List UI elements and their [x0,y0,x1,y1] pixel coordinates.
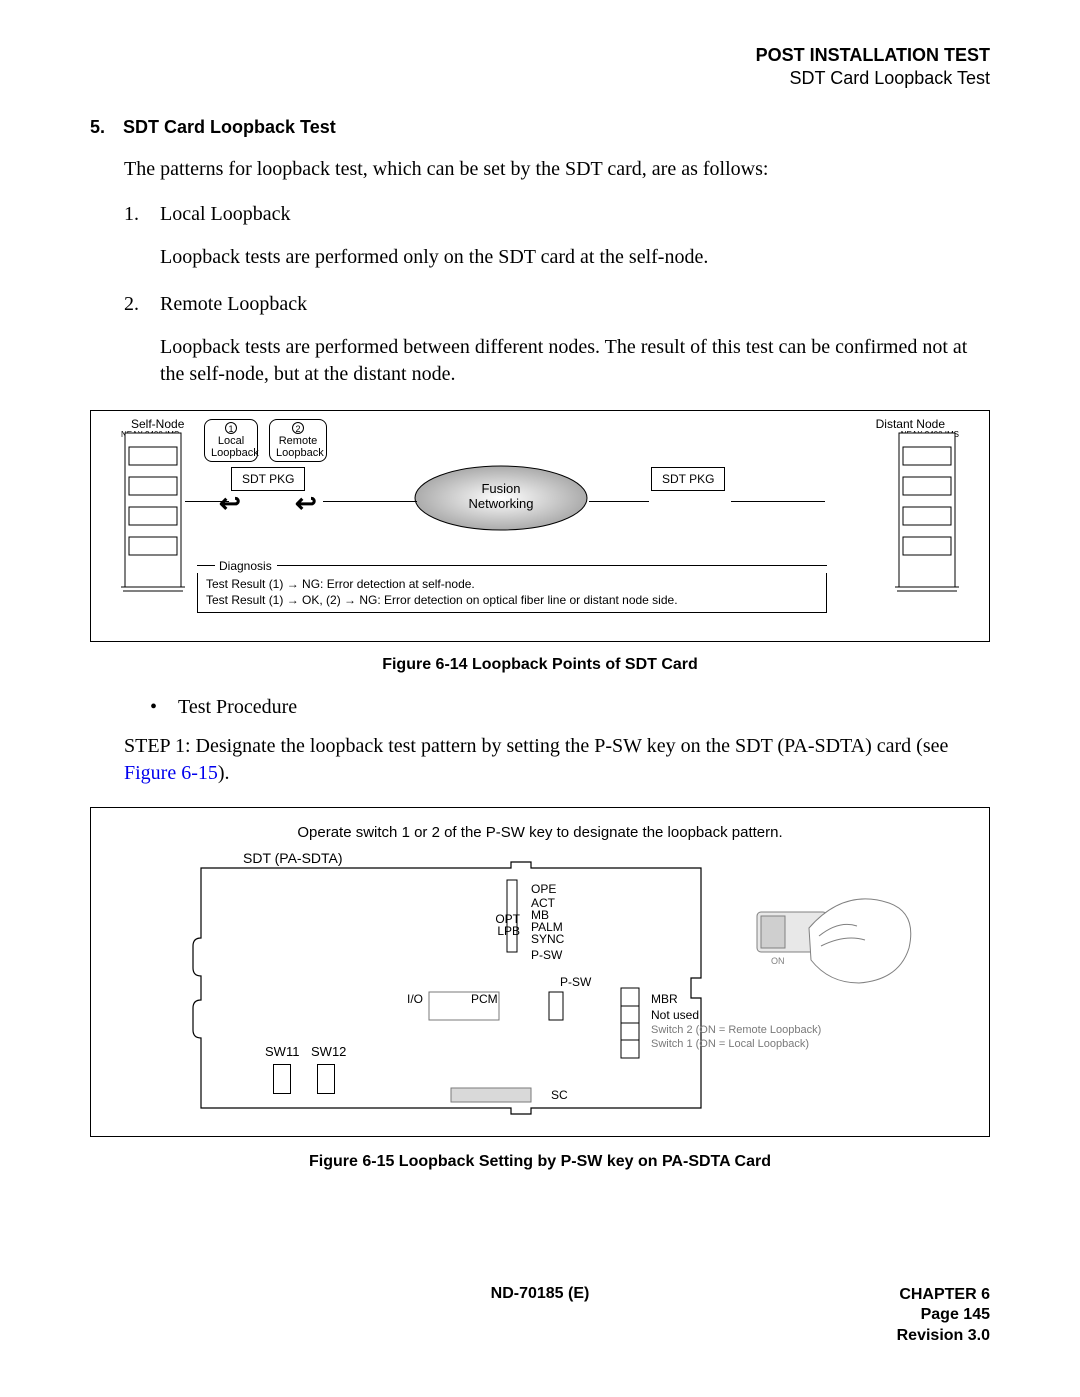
diag-border-right [277,565,827,566]
conn-line [323,501,417,502]
sdt-pkg-left: SDT PKG [231,467,305,491]
list-item-desc: Loopback tests are performed only on the… [160,244,990,271]
bullet-icon: • [150,696,178,719]
notused-label: Not used [651,1008,699,1022]
section-number: 5. [90,117,118,138]
list-item-number: 2. [124,293,160,316]
figure-6-15-instruction: Operate switch 1 or 2 of the P-SW key to… [107,824,973,841]
list-item: 1. Local Loopback [124,203,990,226]
svg-text:ON: ON [771,956,785,966]
switch1-label: Switch 1 (ON = Local Loopback) [651,1038,809,1050]
figure-ref-link[interactable]: Figure 6-15 [124,762,218,784]
pcm-label: PCM [471,992,498,1006]
header-title: POST INSTALLATION TEST [90,45,990,66]
figure-6-14-caption: Figure 6-14 Loopback Points of SDT Card [90,656,990,674]
sc-label: SC [551,1088,568,1102]
diagnosis-label: Diagnosis [219,559,272,573]
list-item-label: Remote Loopback [160,293,307,316]
page-footer: ND-70185 (E) CHAPTER 6 Page 145 Revision… [90,1285,990,1347]
figure-6-14: Self-Node NEAX 2400 IMS Distant Node NEA… [90,410,990,642]
rack-icon [121,425,185,595]
conn-line [185,501,229,502]
figure-6-15-caption: Figure 6-15 Loopback Setting by P-SW key… [90,1153,990,1171]
remote-loopback-badge: 2 RemoteLoopback [269,419,327,462]
list-item-number: 1. [124,203,160,226]
io-label: I/O [407,992,423,1006]
page-header: POST INSTALLATION TEST SDT Card Loopback… [90,45,990,89]
step-1-post: ). [218,762,230,784]
fusion-label: FusionNetworking [411,481,591,511]
section-intro: The patterns for loopback test, which ca… [124,158,990,181]
list-item-desc: Loopback tests are performed between dif… [160,334,990,388]
footer-right: CHAPTER 6 Page 145 Revision 3.0 [690,1285,990,1347]
diag-border-left [197,565,215,566]
procedure-label: Test Procedure [178,696,297,719]
rack-icon [895,425,959,595]
diagnosis-box: Test Result (1) → NG: Error detection at… [197,573,827,613]
footer-revision: Revision 3.0 [690,1326,990,1347]
procedure-bullet: • Test Procedure [150,696,990,719]
mbr-label: MBR [651,992,678,1006]
footer-left [90,1285,390,1347]
ope-label: OPE [531,882,556,896]
remote-loopback-text: RemoteLoopback [276,435,324,459]
conn-line [589,501,649,502]
step-1-text: STEP 1: Designate the loopback test patt… [124,735,948,757]
fusion-cloud: FusionNetworking [411,463,591,533]
footer-docnum: ND-70185 (E) [390,1285,690,1347]
remote-loop-icon: ↪ [295,489,317,519]
sw12-box [317,1064,335,1094]
conn-line [731,501,825,502]
local-loopback-text: LocalLoopback [211,435,259,459]
sw11-box [273,1064,291,1094]
sync-label: SYNC [531,932,564,946]
test-result-2: Test Result (1) → OK, (2) → NG: Error de… [206,593,818,609]
psw-label-side: P-SW [560,975,591,989]
psw-label-top: P-SW [531,948,562,962]
step-1: STEP 1: Designate the loopback test patt… [124,733,990,787]
header-subtitle: SDT Card Loopback Test [90,68,990,89]
list-item-label: Local Loopback [160,203,291,226]
figure-6-15: Operate switch 1 or 2 of the P-SW key to… [90,807,990,1137]
list-item: 2. Remote Loopback [124,293,990,316]
lpb-label: LPB [486,924,520,938]
test-result-1: Test Result (1) → NG: Error detection at… [206,577,818,593]
sw12-label: SW12 [311,1044,346,1059]
sw11-label: SW11 [265,1044,299,1059]
local-loopback-badge: 1 LocalLoopback [204,419,258,462]
footer-page: Page 145 [690,1305,990,1326]
section-heading: 5. SDT Card Loopback Test [90,117,990,138]
local-loop-icon: ↩ [219,489,241,519]
badge-number-icon: 1 [225,422,237,434]
switch2-label: Switch 2 (ON = Remote Loopback) [651,1024,821,1036]
hand-icon: ON [749,868,919,998]
badge-number-icon: 2 [292,422,304,434]
card-outline [191,858,711,1118]
footer-chapter: CHAPTER 6 [690,1285,990,1306]
section-title: SDT Card Loopback Test [123,117,336,137]
sdt-pkg-right: SDT PKG [651,467,725,491]
